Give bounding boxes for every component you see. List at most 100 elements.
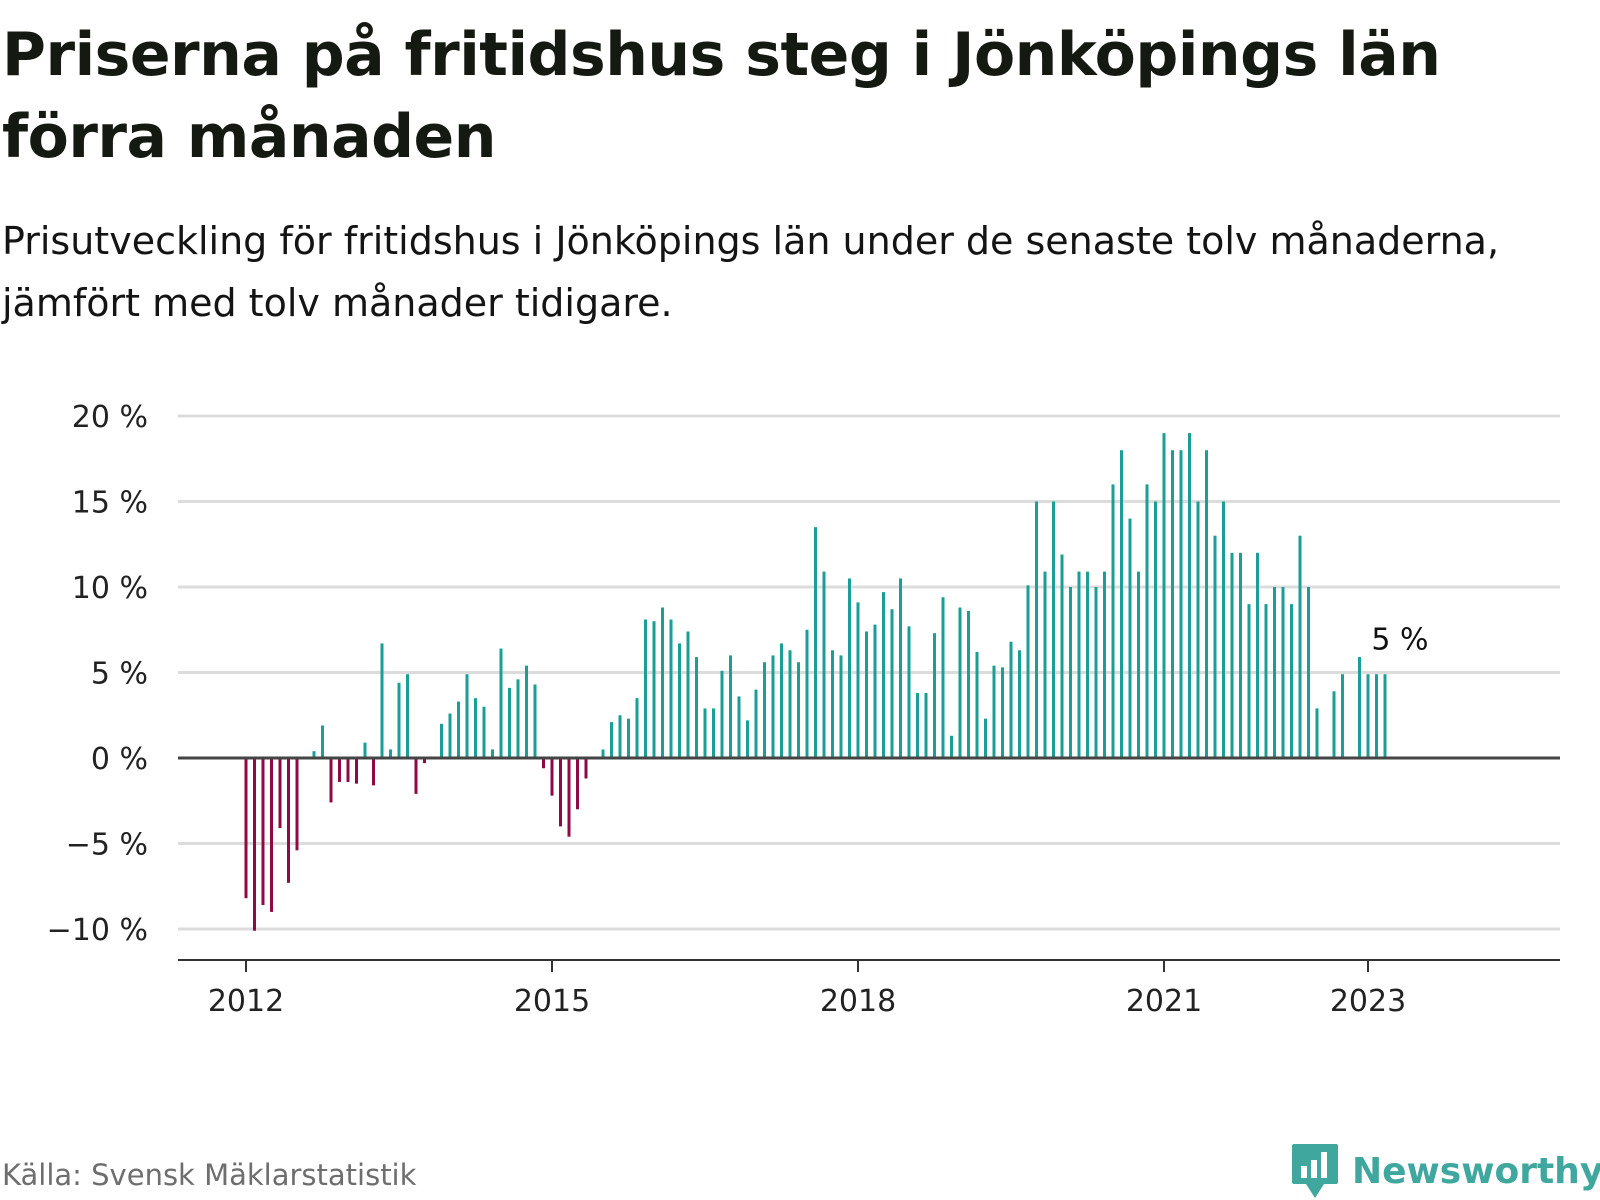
bar	[253, 758, 256, 931]
bar	[1264, 604, 1268, 758]
bar	[890, 609, 894, 758]
bar	[270, 758, 273, 912]
bar	[1145, 484, 1149, 758]
bar	[686, 631, 690, 758]
bar	[1358, 657, 1361, 758]
newsworthy-logo-text: Newsworthy	[1352, 1150, 1600, 1192]
bar	[1120, 450, 1123, 758]
bar	[1315, 708, 1319, 758]
bar	[907, 626, 911, 758]
bar	[899, 578, 902, 758]
bar	[805, 629, 809, 758]
y-tick-label: −5 %	[66, 828, 148, 863]
bar	[992, 665, 996, 758]
bar	[1273, 587, 1276, 758]
bar	[729, 655, 732, 758]
bar	[1001, 667, 1004, 758]
bar	[1179, 450, 1183, 758]
bar	[1281, 587, 1285, 758]
bar	[661, 607, 664, 758]
bar	[780, 643, 783, 758]
bar	[1375, 674, 1378, 758]
bar	[1043, 571, 1047, 758]
bar	[1137, 571, 1140, 758]
bar	[499, 648, 503, 758]
bar	[389, 749, 392, 758]
bar	[559, 758, 562, 827]
bar	[831, 650, 834, 758]
bar	[669, 619, 673, 758]
bar	[916, 693, 919, 758]
bar	[329, 758, 333, 803]
bar	[848, 578, 851, 758]
bar	[627, 718, 630, 758]
bar	[1196, 501, 1200, 758]
bar	[465, 674, 469, 758]
y-tick-label: 15 %	[72, 486, 148, 521]
bar	[1298, 535, 1302, 758]
grid-lines	[178, 414, 1560, 931]
bar	[703, 708, 707, 758]
bar	[1290, 604, 1293, 758]
bar	[1256, 552, 1259, 758]
bar	[1205, 450, 1208, 758]
bar	[1366, 674, 1370, 758]
y-axis-tick-labels: 20 % 15 % 10 % 5 % 0 % −5 % −10 %	[47, 400, 148, 948]
y-tick-label: 20 %	[72, 400, 148, 435]
bar	[448, 713, 452, 758]
bar	[601, 749, 605, 758]
bar	[695, 657, 698, 758]
bar	[321, 725, 324, 758]
x-tick-label: 2012	[208, 984, 284, 1019]
bar	[355, 758, 358, 784]
y-tick-label: 10 %	[72, 571, 148, 606]
x-tick-label: 2023	[1330, 984, 1406, 1019]
bar	[423, 758, 426, 764]
bar	[1341, 674, 1344, 758]
chart-title: Priserna på fritidshus steg i Jönköpings…	[2, 20, 1441, 172]
bar	[1171, 450, 1174, 758]
bar	[984, 718, 987, 758]
bar	[567, 758, 571, 837]
bar	[771, 655, 775, 758]
bar	[822, 571, 826, 758]
bar	[312, 751, 316, 758]
bar-chart: 20 % 15 % 10 % 5 % 0 % −5 % −10 % 2012 2015 2018…	[47, 400, 1560, 1019]
bar	[720, 670, 724, 758]
bar	[754, 689, 758, 758]
x-tick-label: 2018	[820, 984, 896, 1019]
bar	[397, 682, 401, 758]
bar	[440, 723, 443, 758]
chart-subtitle: Prisutveckling för fritidshus i Jönköpin…	[2, 219, 1500, 325]
bar	[950, 735, 953, 758]
bar	[882, 592, 885, 758]
bar	[712, 708, 715, 758]
bar	[380, 643, 384, 758]
bar	[542, 758, 545, 769]
bar	[261, 758, 265, 906]
x-tick-label: 2015	[514, 984, 590, 1019]
bar	[1188, 433, 1191, 758]
bar	[1247, 604, 1251, 758]
bar	[1103, 571, 1106, 758]
bar	[763, 662, 766, 758]
bar	[814, 527, 817, 758]
bar	[1077, 571, 1081, 758]
bar	[797, 662, 800, 758]
bar	[550, 758, 554, 796]
bar	[1018, 650, 1021, 758]
bar	[1128, 518, 1132, 758]
bar	[1383, 674, 1387, 758]
bar	[856, 602, 860, 758]
bar	[525, 665, 528, 758]
bar	[491, 749, 494, 758]
bar	[406, 674, 409, 758]
newsworthy-logo-icon	[1292, 1144, 1338, 1198]
bar	[533, 684, 537, 758]
bar	[975, 651, 979, 758]
bar	[644, 619, 647, 758]
bar	[941, 597, 945, 758]
bar	[482, 706, 486, 758]
y-tick-label: −10 %	[47, 913, 148, 948]
bar	[618, 715, 622, 758]
